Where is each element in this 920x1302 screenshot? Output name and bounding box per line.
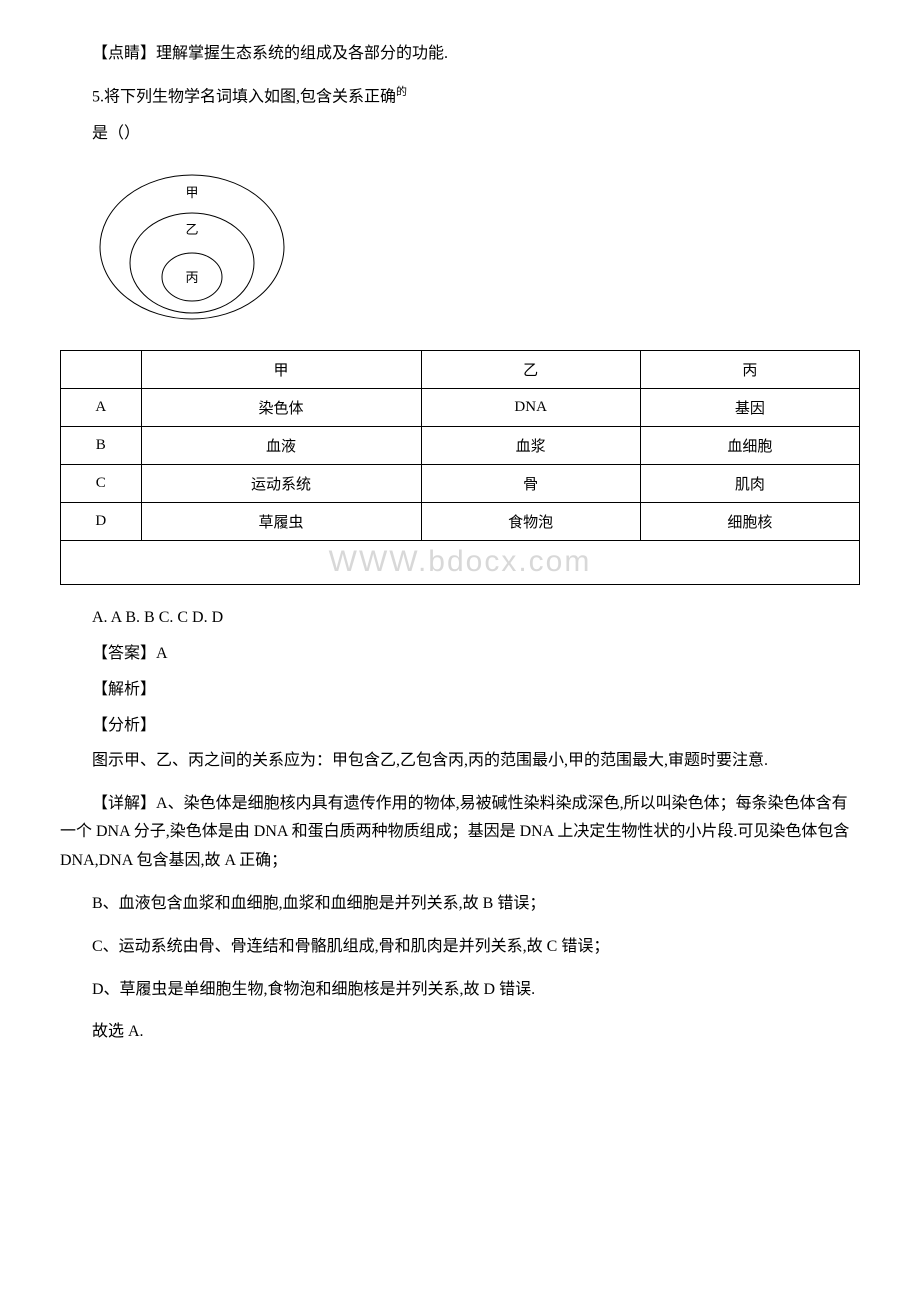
- hint-text: 理解掌握生态系统的组成及各部分的功能.: [156, 45, 448, 62]
- detail-d: D、草履虫是单细胞生物,食物泡和细胞核是并列关系,故 D 错误.: [60, 976, 860, 1005]
- table-header-row: 甲 乙 丙: [61, 350, 860, 388]
- question-line1: 将下列生物学名词填入如图,包含关系正确: [104, 88, 396, 105]
- question-line2: 是（）: [60, 120, 860, 149]
- cell: 草履虫: [141, 502, 421, 540]
- cell: 血细胞: [640, 426, 859, 464]
- cell: D: [61, 502, 142, 540]
- analysis-text: 图示甲、乙、丙之间的关系应为：甲包含乙,乙包含丙,丙的范围最小,甲的范围最大,审…: [60, 747, 860, 776]
- venn-diagram: 甲 乙 丙: [92, 167, 860, 332]
- data-table-container: 甲 乙 丙 A 染色体 DNA 基因 B 血液 血浆 血细胞 C 运动系统 骨 …: [60, 350, 860, 585]
- hint-paragraph: 【点睛】理解掌握生态系统的组成及各部分的功能.: [60, 40, 860, 69]
- cell: DNA: [421, 388, 640, 426]
- table-row: D 草履虫 食物泡 细胞核: [61, 502, 860, 540]
- cell: A: [61, 388, 142, 426]
- cell: B: [61, 426, 142, 464]
- cell: 骨: [421, 464, 640, 502]
- detail-b: B、血液包含血浆和血细胞,血浆和血细胞是并列关系,故 B 错误；: [60, 890, 860, 919]
- question-intro: 5.将下列生物学名词填入如图,包含关系正确的: [60, 83, 860, 112]
- cell: 细胞核: [640, 502, 859, 540]
- th-yi: 乙: [421, 350, 640, 388]
- hint-label: 【点睛】: [92, 45, 156, 62]
- answer-label: 【答案】: [92, 645, 156, 662]
- label-middle: 乙: [185, 222, 198, 237]
- cell: 肌肉: [640, 464, 859, 502]
- answer-line: 【答案】A: [60, 639, 860, 663]
- cell: C: [61, 464, 142, 502]
- options: A. A B. B C. C D. D: [60, 609, 860, 627]
- detail-c: C、运动系统由骨、骨连结和骨骼肌组成,骨和肌肉是并列关系,故 C 错误；: [60, 933, 860, 962]
- th-jia: 甲: [141, 350, 421, 388]
- answer-value: A: [156, 645, 168, 662]
- conclusion: 故选 A.: [60, 1018, 860, 1047]
- answer-block: 【答案】A 【解析】 【分析】: [60, 639, 860, 735]
- cell: 染色体: [141, 388, 421, 426]
- table-row: B 血液 血浆 血细胞: [61, 426, 860, 464]
- venn-svg: 甲 乙 丙: [92, 167, 292, 327]
- label-outer: 甲: [185, 185, 198, 200]
- question-sup: 的: [396, 86, 407, 98]
- sub-analysis-label: 【分析】: [60, 711, 860, 735]
- th-bing: 丙: [640, 350, 859, 388]
- watermark-text: WWW.bdocx.com: [329, 545, 592, 579]
- watermark-row: WWW.bdocx.com: [61, 540, 860, 584]
- watermark-cell: WWW.bdocx.com: [61, 540, 860, 584]
- data-table: 甲 乙 丙 A 染色体 DNA 基因 B 血液 血浆 血细胞 C 运动系统 骨 …: [60, 350, 860, 585]
- analysis-label: 【解析】: [60, 675, 860, 699]
- detail-label: 【详解】: [92, 795, 156, 812]
- label-inner: 丙: [185, 270, 198, 285]
- cell: 基因: [640, 388, 859, 426]
- cell: 食物泡: [421, 502, 640, 540]
- detail-a-text: A、染色体是细胞核内具有遗传作用的物体,易被碱性染料染成深色,所以叫染色体；每条…: [60, 795, 849, 870]
- table-row: C 运动系统 骨 肌肉: [61, 464, 860, 502]
- table-row: A 染色体 DNA 基因: [61, 388, 860, 426]
- detail-a: 【详解】A、染色体是细胞核内具有遗传作用的物体,易被碱性染料染成深色,所以叫染色…: [60, 790, 860, 876]
- cell: 运动系统: [141, 464, 421, 502]
- th-blank: [61, 350, 142, 388]
- cell: 血浆: [421, 426, 640, 464]
- question-number: 5.: [92, 88, 104, 105]
- cell: 血液: [141, 426, 421, 464]
